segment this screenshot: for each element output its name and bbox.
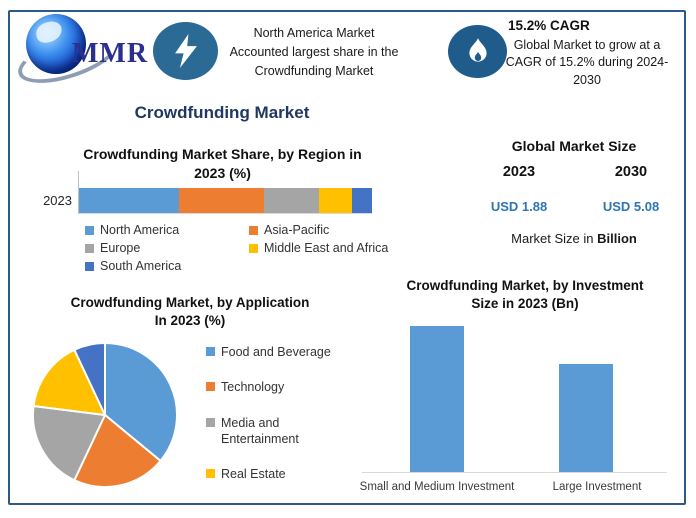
gms-year-2023: 2023	[502, 164, 536, 180]
legend-label: Real Estate	[221, 467, 286, 481]
legend-swatch	[85, 261, 94, 271]
legend-label: South America	[100, 259, 182, 273]
region-x-axis-line	[79, 213, 372, 214]
cagr-headline: 15.2% CAGR	[508, 18, 590, 33]
legend-label: Europe	[100, 241, 141, 255]
pie-slice-food-and-beverage	[104, 342, 178, 462]
legend-label: Food and Beverage	[221, 345, 331, 359]
region-stacked-bar	[79, 188, 373, 213]
pie-title-line-1: Crowdfunding Market, by Application	[70, 295, 310, 310]
investment-category-label-2: Large Investment	[552, 481, 642, 493]
region-segment-south-america	[351, 188, 373, 213]
region-legend-item-north-america: North America	[85, 223, 249, 237]
investment-category-label-1: Small and Medium Investment	[359, 481, 515, 493]
invest-title-line-2: Size in 2023 (Bn)	[471, 296, 579, 312]
legend-label: Asia-Pacific	[264, 223, 330, 237]
pie-title-line-2: In 2023 (%)	[154, 313, 226, 329]
legend-swatch	[206, 382, 215, 392]
lightning-bolt-icon	[174, 34, 197, 68]
legend-label: Media and Entertainment	[221, 415, 299, 446]
region-legend: North America Asia-Pacific Europe Middle Ea…	[85, 223, 388, 273]
lightning-badge	[153, 22, 218, 80]
region-chart-title: Crowdfunding Market Share, by Region in …	[55, 145, 390, 183]
pie-slice-technology	[73, 414, 162, 488]
region-legend-item-europe: Europe	[85, 241, 249, 255]
cagr-description: Global Market to grow at a CAGR of 15.2%…	[487, 37, 687, 89]
application-pie-chart	[32, 342, 178, 488]
page-title: Crowdfunding Market	[134, 103, 310, 122]
flame-badge	[448, 25, 507, 78]
legend-label: Middle East and Africa	[264, 241, 389, 255]
flame-icon	[468, 37, 487, 62]
global-market-size-title: Global Market Size	[511, 138, 637, 154]
application-chart-title: Crowdfunding Market, by Application In 2…	[35, 294, 345, 330]
application-legend-item-technology: Technology	[206, 379, 346, 395]
gms-year-2030: 2030	[614, 164, 648, 180]
invest-title-line-1: Crowdfunding Market, by Investment	[406, 278, 644, 293]
region-legend-item-middle-east-and-africa: Middle East and Africa	[249, 241, 388, 255]
legend-swatch	[206, 347, 215, 356]
header-highlight-text: North America Market Accounted largest s…	[224, 24, 404, 80]
legend-label: North America	[100, 223, 180, 237]
region-axis-category-label: 2023	[43, 193, 72, 208]
legend-swatch	[85, 243, 94, 253]
investment-plot-area	[365, 323, 685, 473]
region-title-line-2: 2023 (%)	[194, 164, 251, 181]
pie-slice-media-and-entertainment	[32, 404, 106, 482]
highlight-line-1: North America Market	[253, 26, 375, 40]
cagr-line-1: Global Market to grow at a	[513, 38, 661, 52]
application-legend: Food and Beverage Technology Media and Ent…	[206, 344, 346, 482]
region-segment-europe	[263, 188, 320, 213]
pie-slice-unlabeled	[73, 342, 106, 416]
highlight-line-3: Crowdfunding Market	[254, 63, 374, 78]
gms-unit-note: Market Size in Billion	[472, 231, 676, 246]
region-legend-item-asia-pacific: Asia-Pacific	[249, 223, 388, 237]
investment-bar-small-and-medium-investment	[410, 326, 464, 473]
gms-value-2030: USD 5.08	[602, 199, 660, 214]
application-legend-item-real-estate: Real Estate	[206, 466, 346, 482]
region-y-axis-line	[78, 171, 79, 214]
gms-value-2023: USD 1.88	[490, 199, 548, 214]
region-segment-north-america	[79, 188, 179, 213]
legend-label: Technology	[221, 380, 285, 395]
legend-swatch	[206, 469, 215, 478]
mmr-logo: MMR	[12, 10, 159, 94]
legend-swatch	[249, 225, 258, 235]
gms-note-bold: Billion	[597, 231, 637, 246]
application-legend-item-food-and-beverage: Food and Beverage	[206, 344, 346, 360]
legend-swatch	[249, 243, 258, 253]
cagr-line-2: CAGR of 15.2% during 2024-	[505, 55, 669, 70]
highlight-line-2: Accounted largest share in the	[229, 44, 399, 59]
region-legend-item-south-america: South America	[85, 259, 249, 273]
gms-note-prefix: Market Size in	[511, 231, 598, 246]
application-legend-item-media-and-entertainment: Media and Entertainment	[206, 415, 346, 448]
globe-icon	[26, 14, 86, 74]
legend-swatch	[206, 417, 215, 427]
legend-swatch	[85, 225, 94, 235]
investment-bar-large-investment	[559, 364, 613, 473]
region-title-line-1: Crowdfunding Market Share, by Region in	[83, 146, 362, 162]
investment-x-axis-line	[362, 472, 667, 473]
logo-text: MMR	[72, 38, 149, 69]
cagr-line-3: 2030	[573, 72, 601, 87]
pie-slice-real-estate	[32, 348, 106, 416]
investment-chart-title: Crowdfunding Market, by Investment Size …	[365, 277, 685, 313]
region-segment-middle-east-and-africa	[319, 188, 352, 213]
region-segment-asia-pacific	[178, 188, 264, 213]
